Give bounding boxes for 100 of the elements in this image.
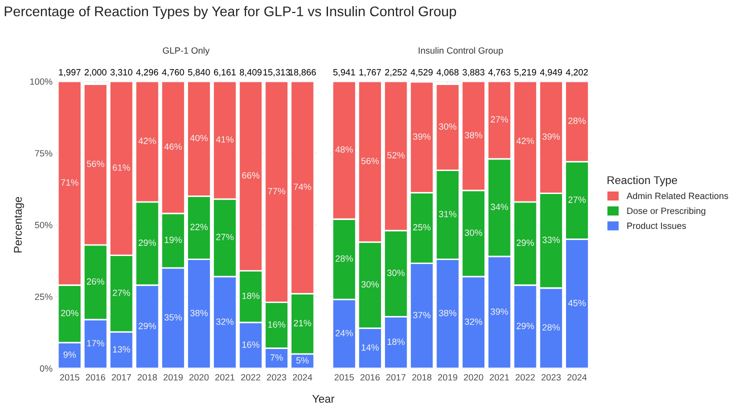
data-label: 45% (568, 300, 586, 306)
x-tick-label: 2023 (266, 374, 286, 381)
data-label: 18% (242, 292, 260, 300)
data-label: 13% (113, 346, 130, 353)
annotation: 2,252 (385, 69, 407, 77)
annotation: 5,219 (514, 69, 536, 77)
annotation: 4,296 (136, 69, 158, 77)
data-label: 48% (335, 146, 353, 153)
annotation: 1,767 (359, 69, 381, 77)
x-tick-label: 2015 (334, 374, 354, 381)
data-label: 34% (490, 204, 508, 210)
x-tick-label: 2023 (542, 374, 561, 381)
data-label: 22% (190, 224, 208, 230)
annotation: 15,313 (263, 69, 290, 77)
data-label: 42% (516, 138, 534, 144)
data-label: 24% (336, 330, 353, 336)
data-label: 27% (216, 234, 234, 240)
data-label: 30% (361, 281, 379, 288)
x-axis-title: Year (312, 395, 334, 403)
x-tick-label: 2020 (189, 374, 209, 381)
data-label: 27% (112, 290, 130, 296)
data-label: 38% (190, 310, 208, 316)
legend-label: Product Issues (627, 222, 686, 229)
data-label: 27% (490, 116, 508, 123)
data-label: 32% (464, 318, 482, 325)
x-tick-label: 2017 (112, 374, 131, 381)
data-label: 5% (296, 357, 309, 364)
data-label: 20% (61, 310, 78, 316)
x-tick-label: 2020 (464, 374, 484, 381)
data-label: 14% (362, 344, 379, 351)
data-label: 38% (464, 132, 482, 138)
data-label: 28% (568, 118, 586, 124)
data-label: 18% (388, 338, 405, 345)
annotation: 4,763 (488, 69, 510, 77)
x-tick-label: 2016 (360, 374, 380, 381)
y-tick-label: 100% (30, 78, 52, 85)
data-label: 28% (336, 255, 353, 262)
data-label: 29% (516, 322, 534, 330)
data-label: 33% (542, 236, 560, 244)
x-tick-label: 2019 (438, 374, 458, 381)
data-label: 52% (387, 152, 405, 158)
data-label: 37% (413, 312, 430, 318)
data-label: 31% (438, 210, 456, 218)
legend-label: Dose or Prescribing (627, 207, 706, 216)
data-label: 9% (64, 351, 76, 358)
data-label: 42% (138, 138, 156, 144)
data-label: 77% (268, 188, 286, 194)
y-axis-title: Percentage (14, 196, 24, 252)
data-label: 7% (270, 354, 283, 361)
chart-title: Percentage of Reaction Types by Year for GLP-1 vs Insulin Control Group (4, 6, 456, 20)
legend-label: Admin Related Reactions (626, 192, 728, 200)
data-label: 66% (242, 172, 260, 179)
data-label: 27% (568, 196, 586, 203)
y-tick-label: 50% (34, 222, 52, 228)
x-tick-label: 2018 (412, 374, 432, 381)
data-label: 17% (87, 340, 104, 346)
annotation: 2,000 (84, 69, 106, 77)
x-tick-label: 2017 (386, 374, 406, 381)
data-label: 19% (164, 236, 182, 244)
annotation: 3,310 (110, 69, 132, 77)
legend-title: Reaction Type (608, 176, 678, 186)
data-label: 25% (413, 224, 430, 230)
annotation: 4,202 (566, 69, 588, 77)
x-tick-label: 2019 (164, 374, 183, 381)
data-label: 41% (216, 136, 234, 143)
y-tick-label: 0% (40, 365, 52, 372)
data-label: 56% (361, 158, 379, 164)
annotation: 6,161 (214, 69, 236, 77)
data-label: 30% (464, 230, 482, 236)
x-tick-label: 2016 (86, 374, 106, 381)
annotation: 4,949 (540, 69, 562, 77)
chart-subtitle: Insulin Control Group (418, 47, 503, 56)
annotation: 1,997 (59, 69, 80, 77)
data-label: 29% (138, 240, 156, 246)
data-label: 26% (86, 278, 104, 285)
x-tick-label: 2022 (516, 374, 535, 381)
data-label: 32% (216, 318, 234, 325)
data-label: 39% (490, 308, 508, 315)
data-label: 30% (387, 270, 405, 276)
x-tick-label: 2021 (215, 374, 234, 381)
annotation: 4,760 (162, 69, 184, 77)
data-label: 35% (164, 314, 182, 321)
data-label: 30% (438, 123, 456, 130)
data-label: 28% (542, 324, 560, 331)
x-tick-label: 2024 (292, 374, 312, 381)
data-label: 40% (190, 134, 208, 142)
data-label: 29% (516, 240, 534, 246)
x-tick-label: 2015 (60, 374, 80, 381)
x-tick-label: 2021 (490, 374, 509, 381)
data-label: 16% (242, 341, 260, 348)
x-tick-label: 2024 (567, 374, 587, 381)
annotation: 3,883 (462, 69, 484, 77)
y-tick-label: 25% (35, 294, 52, 300)
x-tick-label: 2022 (241, 374, 260, 381)
annotation: 5,840 (188, 69, 210, 77)
data-label: 61% (112, 164, 130, 171)
annotation: 18,866 (289, 69, 316, 77)
data-label: 39% (542, 133, 560, 140)
data-label: 56% (86, 160, 104, 168)
annotation: 5,941 (333, 69, 356, 77)
